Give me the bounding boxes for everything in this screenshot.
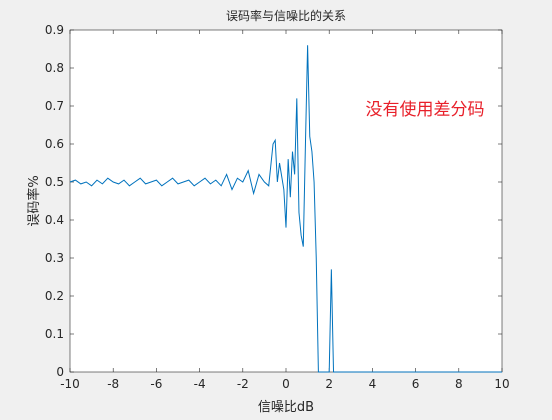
x-tick-label: -10 bbox=[60, 377, 80, 391]
y-tick-label: 0.2 bbox=[45, 289, 64, 303]
x-tick-label: 8 bbox=[455, 377, 463, 391]
y-tick-label: 0 bbox=[56, 365, 64, 379]
annotation: 没有使用差分码 bbox=[366, 99, 485, 120]
y-tick-label: 0.7 bbox=[45, 99, 64, 113]
y-tick-label: 0.6 bbox=[45, 137, 64, 151]
x-tick-label: -8 bbox=[107, 377, 119, 391]
y-tick-label: 0.8 bbox=[45, 61, 64, 75]
x-tick-label: 0 bbox=[282, 377, 290, 391]
data-line bbox=[69, 45, 502, 373]
x-tick-label: 2 bbox=[325, 377, 333, 391]
y-label: 误码率% bbox=[26, 175, 42, 226]
x-label: 信噪比dB bbox=[258, 400, 314, 415]
x-tick-label: -4 bbox=[194, 377, 206, 391]
x-tick-label: 4 bbox=[369, 377, 377, 391]
y-tick-label: 0.3 bbox=[45, 251, 64, 265]
x-tick-label: -6 bbox=[150, 377, 162, 391]
y-tick-label: 0.9 bbox=[45, 23, 64, 37]
x-tick-label: -2 bbox=[237, 377, 249, 391]
y-tick-label: 0.5 bbox=[45, 175, 64, 189]
plot-area bbox=[70, 30, 502, 372]
y-tick-label: 0.4 bbox=[45, 213, 64, 227]
chart-title: 误码率与信噪比的关系 bbox=[226, 8, 346, 23]
x-tick-label: 10 bbox=[494, 377, 509, 391]
y-tick-label: 0.1 bbox=[45, 327, 64, 341]
x-tick-label: 6 bbox=[412, 377, 420, 391]
